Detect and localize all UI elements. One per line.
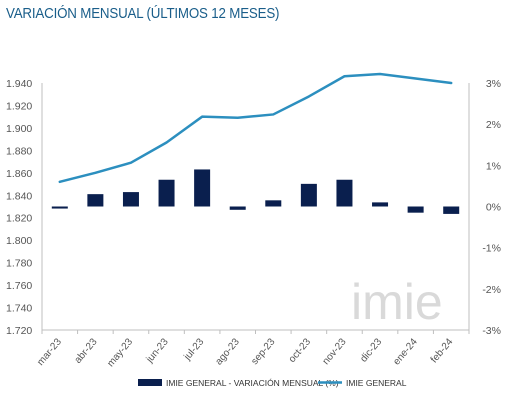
y-left-tick-label: 1.800 xyxy=(6,235,32,247)
y-right-tick-label: 0% xyxy=(486,202,501,214)
line-point-imie-general xyxy=(201,115,203,118)
watermark-logo: imie xyxy=(351,274,443,330)
y-right-tick-label: -1% xyxy=(482,243,501,255)
y-left-tick-label: 1.740 xyxy=(6,303,32,315)
bar-variacion-mensual xyxy=(336,179,353,207)
legend-label-line: IMIE GENERAL xyxy=(346,378,407,388)
line-point-imie-general xyxy=(130,161,132,164)
chart-title: VARIACIÓN MENSUAL (ÚLTIMOS 12 MESES) xyxy=(6,6,280,22)
y-left-tick-label: 1.720 xyxy=(6,325,32,337)
y-left-tick-label: 1.880 xyxy=(6,145,32,157)
x-tick-label: may-23 xyxy=(105,336,135,369)
y-right-tick-label: 2% xyxy=(486,119,501,131)
y-left-tick-label: 1.760 xyxy=(6,280,32,292)
line-point-imie-general xyxy=(379,73,381,75)
line-point-imie-general xyxy=(236,117,239,119)
line-point-imie-general xyxy=(450,82,453,84)
bar-variacion-mensual xyxy=(229,206,246,210)
bar-variacion-mensual xyxy=(265,200,282,207)
legend-swatch-bar xyxy=(138,379,162,386)
line-point-imie-general xyxy=(58,181,61,183)
x-tick-label: abr-23 xyxy=(73,336,100,366)
x-tick-label: ene-24 xyxy=(391,336,420,367)
y-right-tick-label: -3% xyxy=(482,325,501,337)
y-left-tick-label: 1.920 xyxy=(6,100,32,112)
x-tick-label: jun-23 xyxy=(144,336,171,365)
x-tick-label: oct-23 xyxy=(287,336,314,365)
y-left-tick-label: 1.900 xyxy=(6,123,32,135)
line-point-imie-general xyxy=(343,75,346,78)
bar-variacion-mensual xyxy=(158,179,175,207)
x-tick-label: dic-23 xyxy=(358,336,384,364)
line-point-imie-general xyxy=(94,172,97,174)
y-left-tick-label: 1.820 xyxy=(6,213,32,225)
bar-variacion-mensual xyxy=(443,206,460,214)
x-tick-label: sep-23 xyxy=(249,336,277,367)
series-line-imie-general xyxy=(58,72,453,184)
y-left-tick-label: 1.860 xyxy=(6,168,32,180)
y-right-tick-label: -2% xyxy=(482,284,501,296)
line-point-imie-general xyxy=(165,141,168,144)
bar-variacion-mensual xyxy=(51,206,68,209)
bar-variacion-mensual xyxy=(300,183,317,207)
bar-variacion-mensual xyxy=(87,194,104,207)
line-point-imie-general xyxy=(414,77,417,80)
bar-variacion-mensual xyxy=(372,202,389,207)
y-right-tick-label: 3% xyxy=(486,78,501,90)
y-left-tick-label: 1.940 xyxy=(6,78,32,90)
y-right-tick-label: 1% xyxy=(486,160,501,172)
x-tick-label: jul-23 xyxy=(182,336,207,363)
line-point-imie-general xyxy=(308,95,310,98)
y-left-tick-label: 1.780 xyxy=(6,258,32,270)
y-left-tick-label: 1.840 xyxy=(6,190,32,202)
bar-variacion-mensual xyxy=(407,206,424,213)
x-tick-label: feb-24 xyxy=(429,336,456,365)
bar-variacion-mensual xyxy=(122,192,139,207)
x-tick-label: ago-23 xyxy=(213,336,242,367)
x-tick-label: nov-23 xyxy=(321,336,349,367)
legend-label-bar: IMIE GENERAL - VARIACIÓN MENSUAL (%) xyxy=(166,378,339,388)
x-tick-label: mar-23 xyxy=(35,336,64,368)
bar-variacion-mensual xyxy=(194,169,211,207)
line-point-imie-general xyxy=(272,113,275,116)
